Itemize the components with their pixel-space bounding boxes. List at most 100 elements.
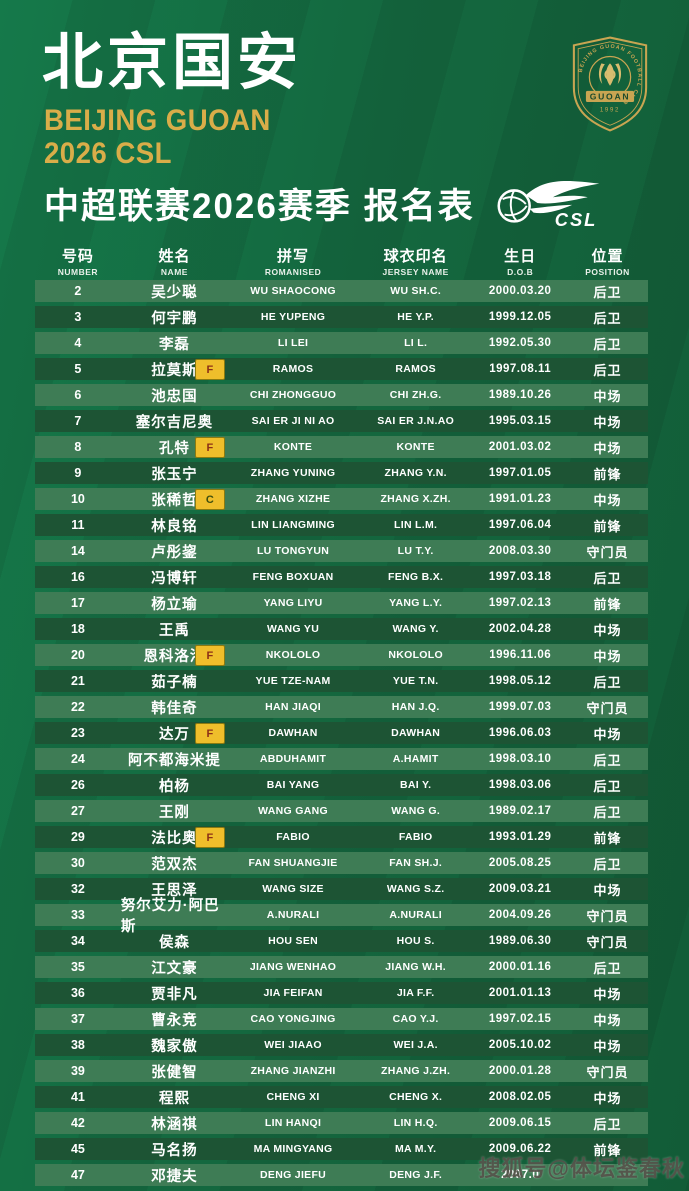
cell-jersey-name: SAI ER J.N.AO bbox=[377, 415, 455, 427]
cell-name: 王禹 bbox=[121, 618, 228, 640]
cell-romanised: SAI ER JI NI AO bbox=[251, 415, 335, 427]
cell-number: 26 bbox=[70, 778, 85, 792]
cell-name: 阿不都海米提 bbox=[121, 748, 228, 770]
cell-position: 前锋 bbox=[593, 466, 622, 482]
cell-position: 中场 bbox=[593, 648, 622, 664]
cell-romanised: DAWHAN bbox=[268, 727, 318, 739]
table-row: 11 林良铭 LIN LIANGMING LIN L.M. 1997.06.04… bbox=[35, 514, 648, 536]
cell-position: 守门员 bbox=[586, 934, 629, 950]
cell-jersey-name: WEI J.A. bbox=[393, 1039, 438, 1051]
player-name: 达万 bbox=[158, 726, 190, 743]
cell-jersey-name: HOU S. bbox=[396, 935, 435, 947]
cell-romanised: FABIO bbox=[276, 831, 310, 843]
cell-romanised: NKOLOLO bbox=[265, 649, 321, 661]
player-name: 王刚 bbox=[158, 804, 190, 821]
col-header-en: POSITION bbox=[585, 267, 630, 277]
player-name: 林涵祺 bbox=[151, 1116, 198, 1133]
cell-position: 后卫 bbox=[593, 804, 622, 820]
cell-position: 中场 bbox=[593, 986, 622, 1002]
cell-name: 李磊 bbox=[121, 332, 228, 354]
cell-dob: 1997.01.05 bbox=[488, 467, 552, 479]
club-title-en: BEIJING GUOAN 2026 CSL bbox=[44, 104, 271, 170]
cell-romanised: WU SHAOCONG bbox=[250, 285, 336, 297]
cell-romanised: A.NURALI bbox=[266, 909, 320, 921]
cell-name: 冯博轩 bbox=[121, 566, 228, 588]
cell-dob: 2009.03.21 bbox=[488, 883, 552, 895]
table-row: 36 贾非凡 JIA FEIFAN JIA F.F. 2001.01.13 中场 bbox=[35, 982, 648, 1004]
cell-jersey-name: CAO Y.J. bbox=[392, 1013, 439, 1025]
player-name: 塞尔吉尼奥 bbox=[135, 414, 214, 431]
cell-romanised: HAN JIAQI bbox=[265, 701, 321, 713]
table-row: 6 池忠国 CHI ZHONGGUO CHI ZH.G. 1989.10.26 … bbox=[35, 384, 648, 406]
cell-romanised: BAI YANG bbox=[266, 779, 320, 791]
season-subtitle: 中超联赛2026赛季 报名表 bbox=[44, 186, 475, 226]
cell-number: 21 bbox=[70, 674, 85, 688]
cell-name: 程熙 bbox=[121, 1086, 228, 1108]
cell-number: 20 bbox=[70, 648, 85, 662]
col-header-number: 号码 NUMBER bbox=[35, 245, 121, 277]
col-header-cn: 球衣印名 bbox=[383, 248, 448, 265]
cell-romanised: CHENG XI bbox=[266, 1091, 320, 1103]
cell-romanised: LIN LIANGMING bbox=[251, 519, 335, 531]
cell-number: 9 bbox=[74, 466, 82, 480]
col-header-en: D.O.B bbox=[507, 267, 534, 277]
player-name: 江文豪 bbox=[151, 960, 198, 977]
cell-position: 守门员 bbox=[586, 700, 629, 716]
cell-jersey-name: NKOLOLO bbox=[388, 649, 443, 661]
cell-number: 23 bbox=[70, 726, 85, 740]
cell-position: 中场 bbox=[593, 882, 622, 898]
cell-number: 24 bbox=[70, 752, 85, 766]
cell-romanised: ABDUHAMIT bbox=[259, 753, 327, 765]
cell-position: 中场 bbox=[593, 440, 622, 456]
cell-dob: 2000.01.16 bbox=[488, 961, 552, 973]
cell-position: 后卫 bbox=[593, 570, 622, 586]
cell-name: 达万 F bbox=[121, 722, 228, 744]
table-row: 39 张健智 ZHANG JIANZHI ZHANG J.ZH. 2000.01… bbox=[35, 1060, 648, 1082]
table-row: 32 王思泽 WANG SIZE WANG S.Z. 2009.03.21 中场 bbox=[35, 878, 648, 900]
cell-number: 34 bbox=[70, 934, 85, 948]
cell-position: 后卫 bbox=[593, 778, 622, 794]
cell-number: 14 bbox=[70, 544, 85, 558]
table-row: 38 魏家傲 WEI JIAAO WEI J.A. 2005.10.02 中场 bbox=[35, 1034, 648, 1056]
cell-jersey-name: LU T.Y. bbox=[397, 545, 434, 557]
player-name: 林良铭 bbox=[151, 518, 198, 535]
cell-position: 前锋 bbox=[593, 596, 622, 612]
player-name: 杨立瑜 bbox=[151, 596, 198, 613]
cell-position: 前锋 bbox=[593, 1142, 622, 1158]
cell-position: 守门员 bbox=[586, 1064, 629, 1080]
cell-dob: 1998.03.10 bbox=[488, 753, 552, 765]
cell-jersey-name: HE Y.P. bbox=[397, 311, 435, 323]
player-name: 阿不都海米提 bbox=[127, 752, 221, 769]
cell-dob: 2001.01.13 bbox=[488, 987, 552, 999]
cell-romanised: KONTE bbox=[273, 441, 313, 453]
foreign-player-badge: F bbox=[194, 359, 225, 380]
cell-dob: 1995.03.15 bbox=[488, 415, 552, 427]
watermark: 搜狐号@体坛鉴春秋 bbox=[478, 1156, 685, 1181]
cell-jersey-name: MA M.Y. bbox=[394, 1143, 437, 1155]
cell-number: 16 bbox=[70, 570, 85, 584]
cell-jersey-name: CHI ZH.G. bbox=[389, 389, 442, 401]
crest-year-text: 1992 bbox=[600, 108, 620, 114]
csl-logo-label: CSL bbox=[554, 209, 597, 230]
cell-name: 邓捷夫 bbox=[121, 1164, 228, 1186]
table-row: 10 张稀哲 C ZHANG XIZHE ZHANG X.ZH. 1991.01.… bbox=[35, 488, 648, 510]
cell-dob: 1997.02.13 bbox=[488, 597, 552, 609]
player-name: 冯博轩 bbox=[151, 570, 198, 587]
table-row: 29 法比奥 F FABIO FABIO 1993.01.29 前锋 bbox=[35, 826, 648, 848]
cell-jersey-name: WANG S.Z. bbox=[386, 883, 445, 895]
cell-jersey-name: YANG L.Y. bbox=[389, 597, 443, 609]
cell-jersey-name: FAN SH.J. bbox=[389, 857, 443, 869]
col-header-cn: 生日 bbox=[504, 248, 537, 265]
cell-dob: 2007.0 bbox=[501, 1169, 540, 1181]
cell-romanised: FAN SHUANGJIE bbox=[248, 857, 338, 869]
cell-jersey-name: ZHANG X.ZH. bbox=[380, 493, 451, 505]
cell-dob: 1993.01.29 bbox=[488, 831, 552, 843]
cell-name: 曹永竞 bbox=[121, 1008, 228, 1030]
cell-dob: 2009.06.22 bbox=[488, 1143, 552, 1155]
table-row: 18 王禹 WANG YU WANG Y. 2002.04.28 中场 bbox=[35, 618, 648, 640]
table-header-row: 号码 NUMBER 姓名 NAME 拼写 ROMANISED 球衣印名 JERS… bbox=[35, 245, 648, 277]
cell-romanised: ZHANG XIZHE bbox=[255, 493, 331, 505]
cell-position: 后卫 bbox=[593, 674, 622, 690]
cell-jersey-name: DENG J.F. bbox=[389, 1169, 443, 1181]
